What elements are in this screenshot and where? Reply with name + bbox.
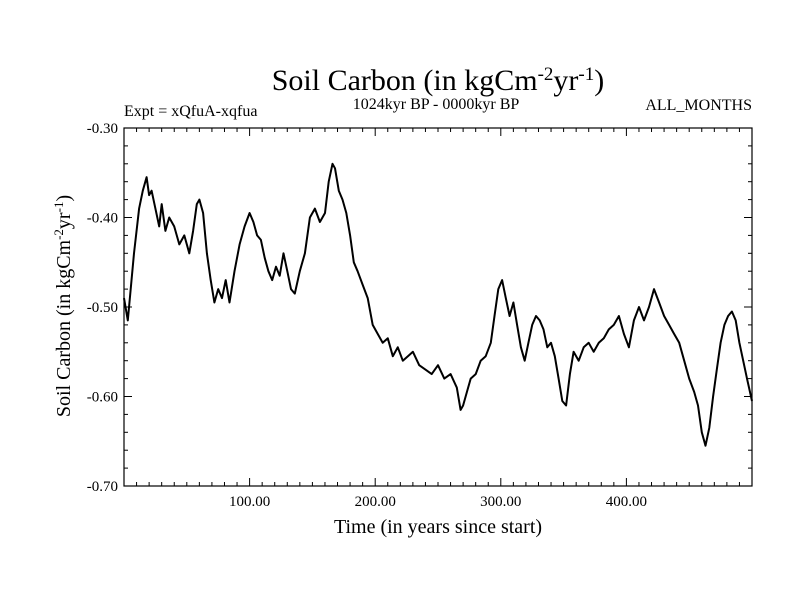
- y-axis-label-mid: yr: [53, 212, 75, 229]
- months-label: ALL_MONTHS: [645, 97, 752, 114]
- series-layer: [123, 162, 753, 447]
- chart-title-end: ): [594, 64, 604, 97]
- y-axis: -0.30 -0.40 -0.50 -0.60 -0.70: [87, 121, 752, 495]
- y-axis-label-sup2: -1: [51, 202, 66, 213]
- y-axis-label: Soil Carbon (in kgCm-2yr-1): [51, 195, 76, 417]
- y-axis-label-base: Soil Carbon (in kgCm: [53, 239, 75, 417]
- chart-title-sup2: -1: [578, 64, 594, 85]
- y-tick-label: -0.70: [87, 479, 118, 495]
- x-axis: 100.00 200.00 300.00 400.00: [136, 128, 740, 510]
- chart-title-sup1: -2: [538, 64, 554, 85]
- y-axis-label-sup1: -2: [51, 229, 66, 240]
- experiment-label: Expt = xQfuA-xqfua: [124, 103, 257, 120]
- y-tick-label: -0.30: [87, 121, 118, 137]
- y-tick-label: -0.40: [87, 211, 118, 227]
- x-tick-label: 100.00: [229, 494, 270, 510]
- time-range-label: 1024kyr BP - 0000kyr BP: [353, 96, 520, 113]
- x-tick-label: 400.00: [606, 494, 647, 510]
- y-tick-label: -0.50: [87, 300, 118, 316]
- x-axis-label: Time (in years since start): [334, 516, 542, 538]
- x-tick-label: 300.00: [480, 494, 521, 510]
- y-tick-label: -0.60: [87, 390, 118, 406]
- chart-title: Soil Carbon (in kgCm-2yr-1): [272, 64, 605, 98]
- x-tick-label: 200.00: [355, 494, 396, 510]
- chart-title-base: Soil Carbon (in kgCm: [272, 64, 538, 97]
- plot-frame: [123, 127, 753, 487]
- soil-carbon-series-line: [123, 162, 753, 447]
- y-axis-label-end: ): [53, 195, 75, 202]
- chart-title-mid: yr: [553, 64, 578, 97]
